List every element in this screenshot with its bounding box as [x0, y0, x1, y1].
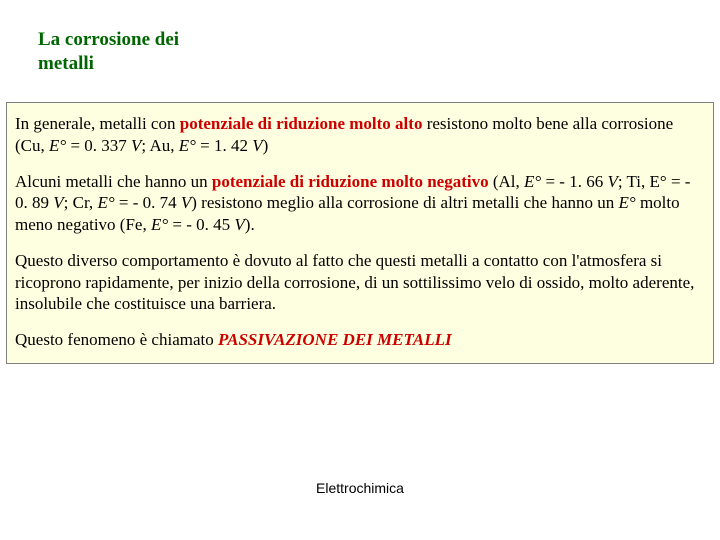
p2-e3: E°	[619, 193, 636, 212]
p2-v4: V	[234, 215, 244, 234]
paragraph-3: Questo diverso comportamento è dovuto al…	[15, 250, 705, 315]
p1-e1: E°	[49, 136, 66, 155]
p4-t1: Questo fenomeno è chiamato	[15, 330, 218, 349]
p2-e2: E°	[97, 193, 114, 212]
p1-v1: V	[131, 136, 141, 155]
p1-t11: )	[263, 136, 269, 155]
p1-t1: In generale, metalli con	[15, 114, 180, 133]
p2-highlight: potenziale di riduzione molto negativo	[212, 172, 489, 191]
p2-t13: ) resistono meglio alla corrosione di al…	[191, 193, 618, 212]
paragraph-2: Alcuni metalli che hanno un potenziale d…	[15, 171, 705, 236]
title-line1: La corrosione dei	[38, 29, 179, 50]
p2-v2: V	[53, 193, 63, 212]
p4-keyword: PASSIVAZIONE DEI METALLI	[218, 330, 452, 349]
p1-t7: ; Au,	[141, 136, 178, 155]
slide-title: La corrosione dei metalli	[38, 28, 179, 76]
p2-e4: E°	[151, 215, 168, 234]
p2-t17: = - 0. 45	[168, 215, 234, 234]
p2-t9: ; Cr,	[64, 193, 98, 212]
p2-t3: (Al,	[489, 172, 524, 191]
p3-text: Questo diverso comportamento è dovuto al…	[15, 251, 694, 314]
content-box: In generale, metalli con potenziale di r…	[6, 102, 714, 364]
footer-label: Elettrochimica	[0, 480, 720, 496]
p2-e1: E°	[524, 172, 541, 191]
p2-t5: = - 1. 66	[541, 172, 607, 191]
p1-v2: V	[252, 136, 262, 155]
footer-text: Elettrochimica	[316, 480, 404, 496]
p1-t9: = 1. 42	[196, 136, 252, 155]
p1-e2: E°	[179, 136, 196, 155]
p2-t1: Alcuni metalli che hanno un	[15, 172, 212, 191]
p2-t19: ).	[245, 215, 255, 234]
paragraph-1: In generale, metalli con potenziale di r…	[15, 113, 705, 157]
p2-v1: V	[607, 172, 617, 191]
title-line2: metalli	[38, 53, 94, 74]
p2-v3: V	[181, 193, 191, 212]
p2-t11: = - 0. 74	[115, 193, 181, 212]
p1-t5: = 0. 337	[66, 136, 131, 155]
paragraph-4: Questo fenomeno è chiamato PASSIVAZIONE …	[15, 329, 705, 351]
p1-highlight: potenziale di riduzione molto alto	[180, 114, 423, 133]
